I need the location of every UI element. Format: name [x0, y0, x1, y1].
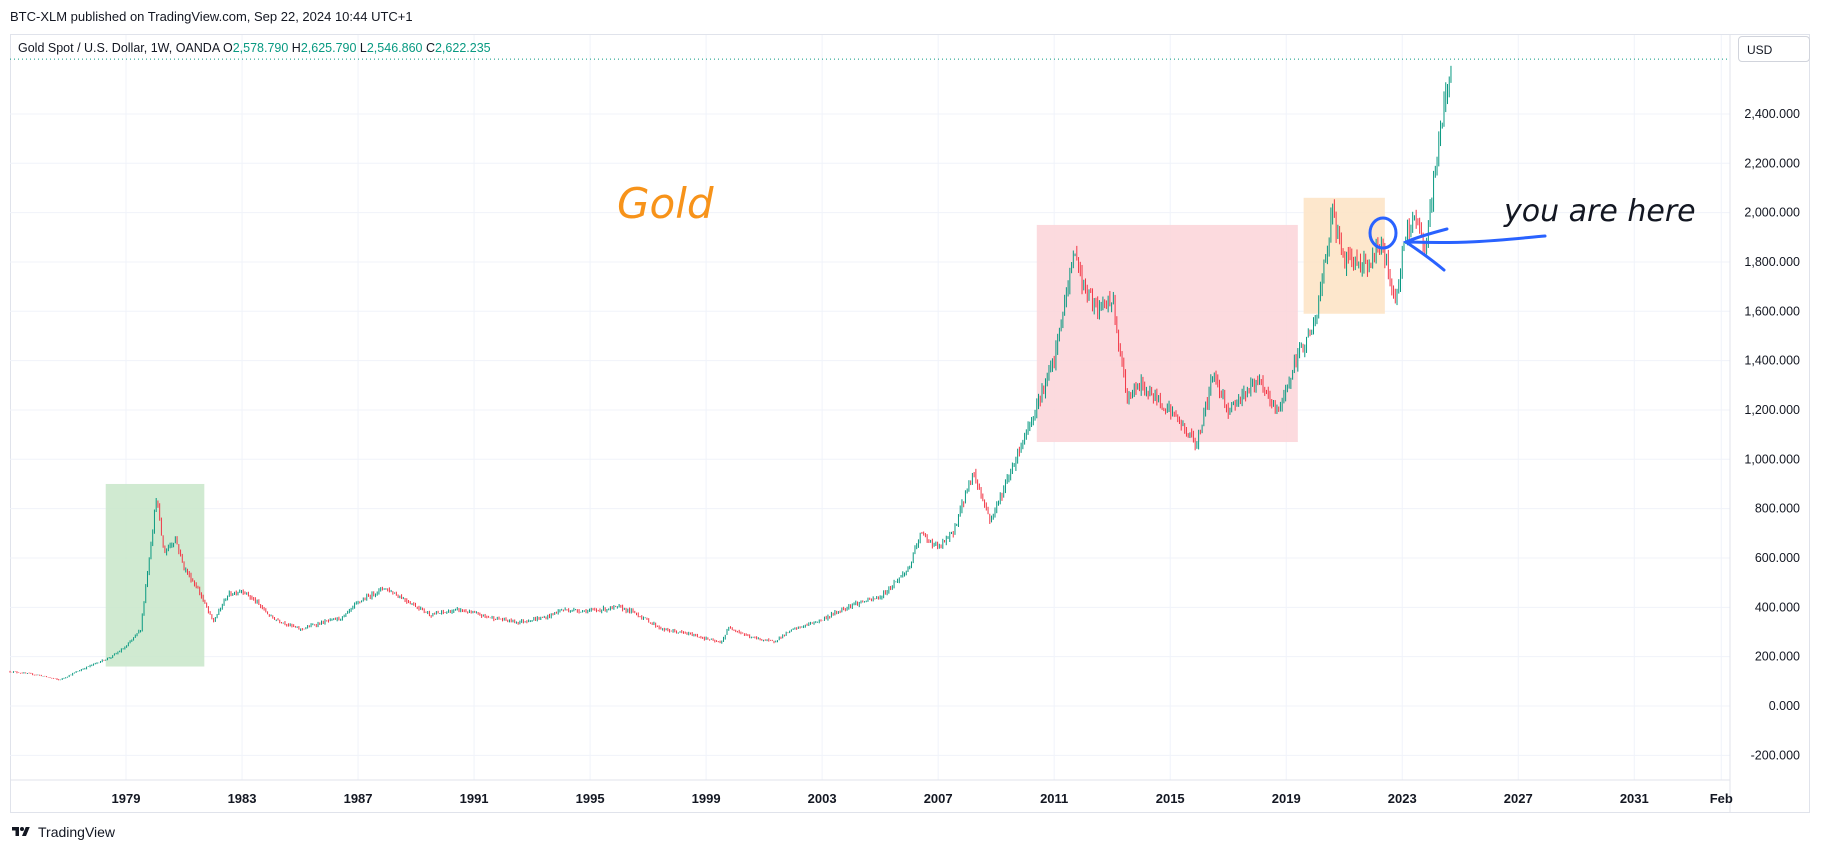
x-tick-label: 2011 — [1040, 791, 1068, 806]
currency-button[interactable]: USD — [1738, 36, 1810, 62]
close-value: 2,622.235 — [434, 41, 491, 55]
ohlc-legend: Gold Spot / U.S. Dollar, 1W, OANDA O2,57… — [18, 41, 491, 55]
price-series — [9, 65, 1452, 681]
you-are-here-annotation: you are here — [1368, 194, 1696, 272]
open-value: 2,578.790 — [232, 41, 289, 55]
high-label: H — [291, 41, 301, 55]
low-value: 2,546.860 — [366, 41, 423, 55]
tradingview-icon — [12, 827, 30, 836]
x-tick-label: 2019 — [1272, 791, 1301, 806]
y-tick-label: 2,000.000 — [1744, 206, 1800, 220]
y-axis: -200.000 0.000 200.000 400.000 600.000 800.00… — [1729, 34, 1800, 812]
tradingview-logo[interactable]: TradingView — [10, 824, 115, 840]
x-tick-label: 2031 — [1620, 791, 1649, 806]
y-tick-label: 1,000.000 — [1744, 452, 1800, 466]
annotation-circle — [1368, 216, 1398, 250]
x-axis: 1979 1983 1987 1991 1995 1999 2003 2007 2011 2015… — [10, 779, 1733, 806]
grid — [10, 35, 1730, 780]
brand-label: TradingView — [38, 824, 116, 840]
chart-title: Gold — [617, 179, 714, 228]
y-tick-label: 2,400.000 — [1744, 107, 1800, 121]
high-value: 2,625.790 — [300, 41, 357, 55]
x-tick-label: 2027 — [1504, 791, 1533, 806]
y-tick-label: 1,800.000 — [1744, 255, 1800, 269]
x-tick-label: 2003 — [808, 791, 837, 806]
y-tick-label: 1,400.000 — [1744, 354, 1800, 368]
y-tick-label: 200.000 — [1755, 650, 1800, 664]
open-label: O — [222, 41, 233, 55]
y-tick-label: 2,200.000 — [1744, 156, 1800, 170]
published-line: BTC-XLM published on TradingView.com, Se… — [10, 9, 413, 24]
y-tick-label: -200.000 — [1751, 748, 1800, 762]
highlight-zone-orange — [1303, 197, 1385, 314]
x-tick-label: 2007 — [924, 791, 953, 806]
low-label: L — [359, 41, 367, 55]
y-tick-label: 1,600.000 — [1744, 304, 1800, 318]
x-tick-label: 1991 — [460, 791, 489, 806]
x-tick-label: 1995 — [576, 791, 605, 806]
y-tick-label: 600.000 — [1755, 551, 1800, 565]
annotation-arrow — [1402, 227, 1547, 272]
x-tick-label: 1979 — [112, 791, 141, 806]
y-tick-label: 800.000 — [1755, 502, 1800, 516]
x-tick-label: 1999 — [692, 791, 721, 806]
chart-frame[interactable] — [10, 34, 1810, 813]
x-tick-label: 2015 — [1156, 791, 1185, 806]
highlight-zone-green — [105, 483, 205, 667]
x-tick-label: Feb — [1710, 791, 1733, 806]
y-tick-label: 0.000 — [1769, 699, 1800, 713]
x-tick-label: 1983 — [228, 791, 257, 806]
y-tick-label: 400.000 — [1755, 600, 1800, 614]
x-tick-label: 1987 — [344, 791, 373, 806]
annotation-text: you are here — [1503, 194, 1696, 229]
x-tick-label: 2023 — [1388, 791, 1417, 806]
y-tick-label: 1,200.000 — [1744, 403, 1800, 417]
close-label: C — [425, 41, 435, 55]
symbol-label[interactable]: Gold Spot / U.S. Dollar, 1W, OANDA — [18, 41, 220, 55]
